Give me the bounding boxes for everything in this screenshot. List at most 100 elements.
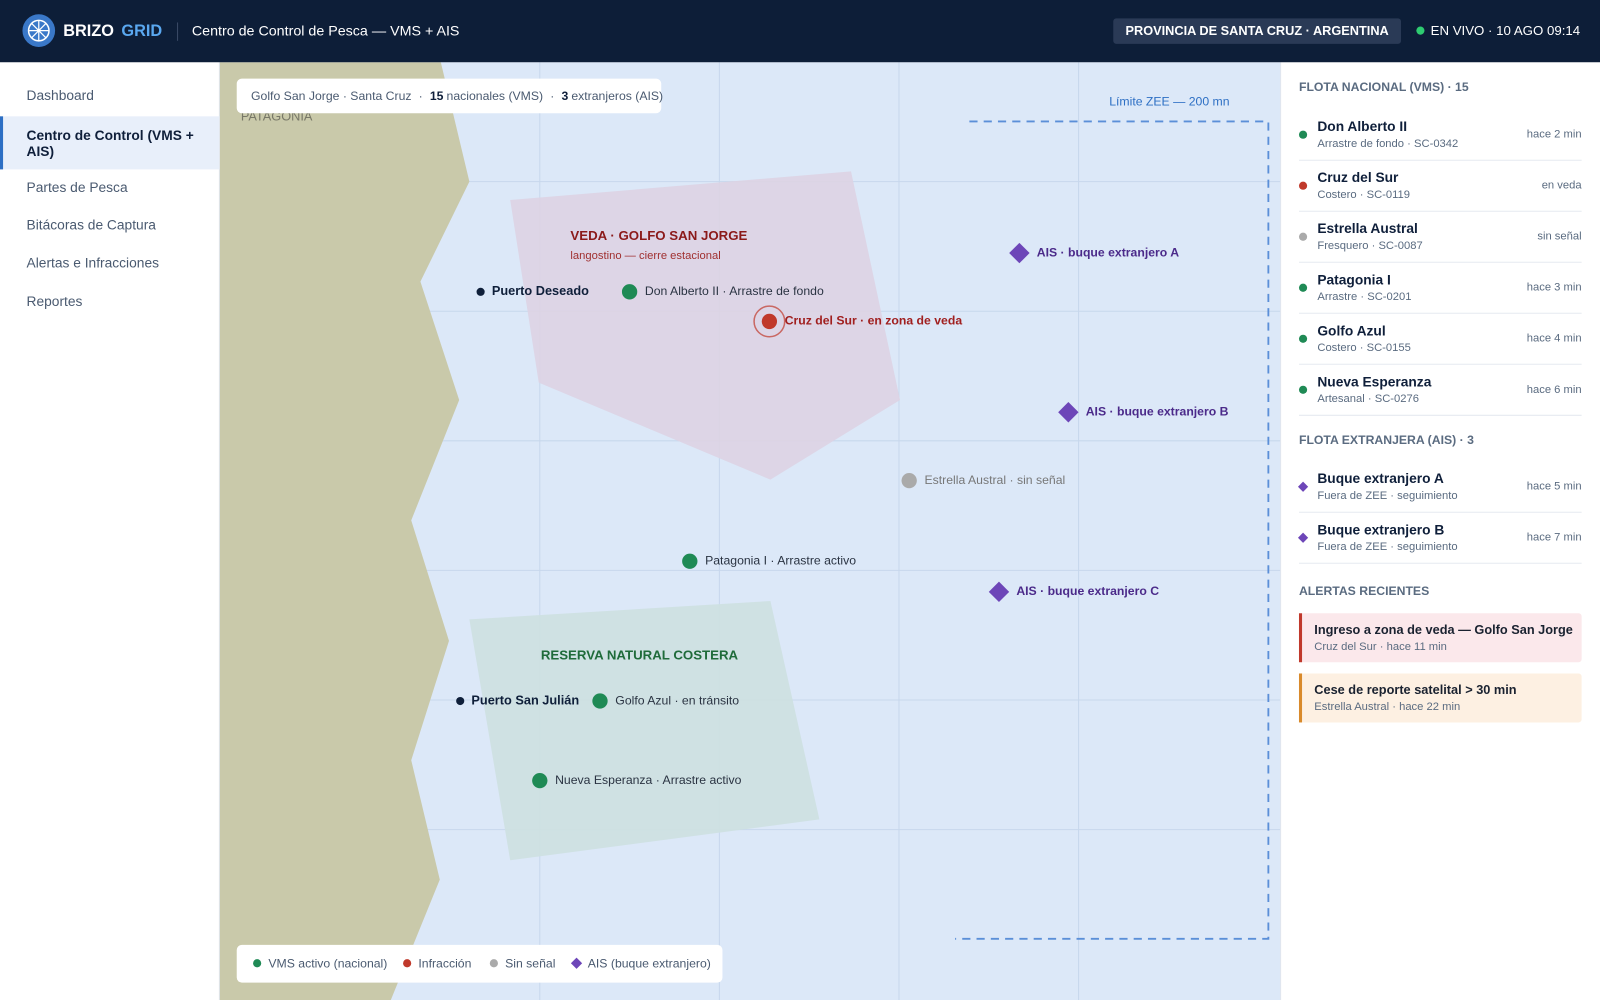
land [219,62,470,1000]
alert-bar [1298,613,1303,663]
panel-heading: FLOTA EXTRANJERA (AIS) · 3 [1299,433,1474,447]
summary-part: · [550,89,554,103]
legend-marker [489,959,498,968]
nav-item[interactable]: Partes de Pesca [26,179,128,195]
alert-bar [1298,673,1303,723]
reserve-zone [469,601,820,861]
row-marker [1298,385,1308,394]
alert-card[interactable] [1298,613,1582,663]
sidebar [0,62,220,1000]
row-name[interactable]: Buque extranjero B [1317,522,1444,537]
legend-label: Infracción [418,957,471,971]
vessel-label: Golfo Azul · en tránsito [615,693,739,707]
row-detail: Fresquero · SC-0087 [1317,240,1422,252]
ais-marker[interactable] [1058,402,1079,423]
ais-label: AIS · buque extranjero C [1016,584,1159,598]
summary: Golfo San Jorge · Santa Cruz · 15 nacionale… [251,89,663,103]
vessel-marker[interactable] [901,472,917,489]
vessel-marker[interactable] [532,772,548,789]
legend-label: AIS (buque extranjero) [588,957,711,971]
nav-item[interactable]: Dashboard [26,87,94,104]
ais-label: AIS · buque extranjero A [1037,245,1179,259]
row-detail: Arrastre · SC-0201 [1317,291,1411,303]
live-status: EN VIVO · 10 AGO 09:14 [1431,23,1581,38]
nav-active-bg [0,116,220,170]
row-detail: Fuera de ZEE · seguimiento [1317,541,1457,553]
row-name[interactable]: Don Alberto II [1317,119,1407,134]
vessel-marker[interactable] [682,553,698,569]
port-label: Puerto San Julián [471,692,579,707]
vessel-label: Nueva Esperanza · Arrastre activo [555,773,742,787]
vessel-label: Patagonia I · Arrastre activo [705,553,856,567]
legend-marker [403,959,412,968]
panel-heading: FLOTA NACIONAL (VMS) · 15 [1299,80,1469,94]
row-marker [1297,481,1309,492]
vessel-label: Don Alberto II · Arrastre de fondo [645,284,824,298]
logo [22,14,56,47]
row-marker [1298,130,1308,139]
summary-part: nacionales (VMS) [447,89,544,103]
nav-item[interactable]: Centro de Control (VMS + AIS) [26,127,194,160]
region-pill [1113,18,1402,44]
row-name[interactable]: Estrella Austral [1317,221,1417,236]
row-marker [1298,181,1308,190]
port-marker [476,287,485,296]
vessel-marker[interactable] [761,313,778,330]
port-label: Puerto Deseado [492,283,589,298]
zone-subtitle: langostino — cierre estacional [570,250,720,262]
row-detail: Arrastre de fondo · SC-0342 [1317,138,1458,150]
port-marker [456,696,465,706]
row-marker [1298,283,1308,292]
nav-item-box[interactable]: Alertas e Infracciones [27,255,211,292]
row-time: hace 5 min [1527,481,1582,493]
row-time: hace 6 min [1527,384,1582,396]
nav-item[interactable]: Reportes [26,293,83,310]
summary-box [236,78,662,114]
row-time: en veda [1542,180,1583,192]
nav-item[interactable]: Alertas e Infracciones [26,255,159,271]
row-time: hace 4 min [1527,333,1582,345]
ais-marker[interactable] [1009,242,1030,264]
row-name[interactable]: Buque extranjero A [1317,471,1444,486]
nav-active-bar [0,116,4,170]
brand-accent: GRID [121,22,162,40]
legend-label: Sin señal [505,957,555,971]
row-marker [1298,334,1308,343]
row-time: hace 7 min [1527,532,1582,544]
row-time: hace 3 min [1527,282,1582,294]
row-detail: Costero · SC-0119 [1317,189,1410,201]
vessel-marker[interactable] [592,693,608,709]
nav-item-box[interactable]: Bitácoras de Captura [27,217,211,254]
right-panel [1280,62,1600,1000]
vessel-marker[interactable] [621,284,638,300]
row-marker [1298,232,1308,241]
zone-title: RESERVA NATURAL COSTERA [541,648,739,663]
legend-label: VMS activo (nacional) [268,957,387,971]
nav-item-box[interactable]: Centro de Control (VMS + AIS) [27,128,211,165]
alert-detail: Estrella Austral · hace 22 min [1314,701,1460,713]
nav-item-box[interactable]: Dashboard [27,88,211,125]
live-dot [1416,26,1425,35]
row-name[interactable]: Nueva Esperanza [1317,374,1431,389]
row-marker [1297,532,1309,543]
row-name[interactable]: Golfo Azul [1317,323,1385,338]
row-name[interactable]: Cruz del Sur [1317,170,1399,185]
alert-ring[interactable] [753,305,786,338]
row-time: hace 2 min [1527,129,1582,141]
row-detail: Costero · SC-0155 [1317,342,1411,354]
ais-marker[interactable] [988,581,1010,603]
nav-item-box[interactable]: Reportes [27,294,211,331]
nav-item[interactable]: Bitácoras de Captura [26,217,156,233]
alert-card[interactable] [1298,673,1582,723]
summary-part: Golfo San Jorge · Santa Cruz [251,89,411,103]
ais-label: AIS · buque extranjero B [1086,404,1229,418]
vessel-label: Cruz del Sur · en zona de veda [785,314,963,328]
row-detail: Artesanal · SC-0276 [1317,393,1419,405]
eez-label: Límite ZEE — 200 mn [1109,94,1230,108]
summary-part: 3 [561,89,568,103]
row-name[interactable]: Patagonia I [1317,272,1390,287]
nav-item-box[interactable]: Partes de Pesca [27,180,211,217]
